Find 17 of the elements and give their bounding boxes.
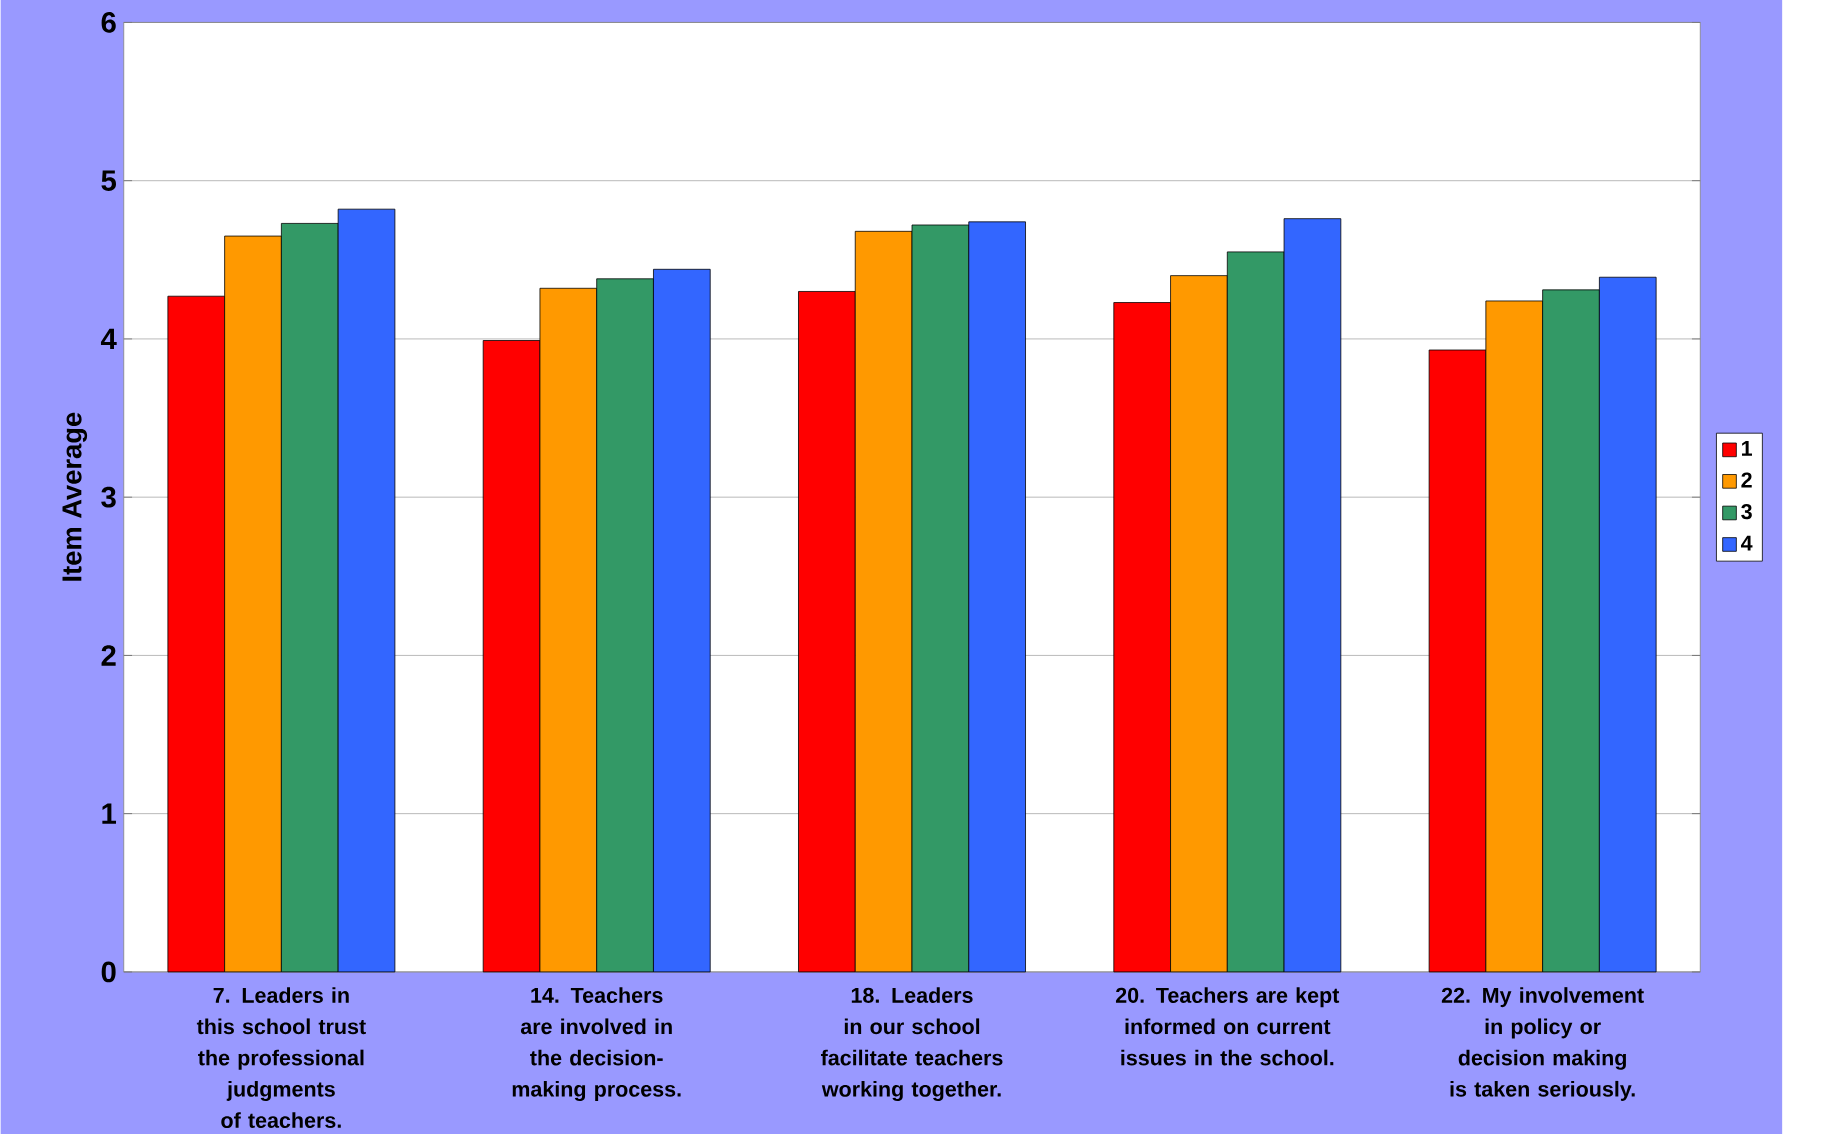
x-tick-label: 22. My involvement in policy or decision making is taken seriously.: [1441, 986, 1644, 1101]
y-tick-label: 4: [100, 328, 117, 349]
x-tick-label: 7. Leaders in this school trust the professional judgments of teachers.: [196, 986, 366, 1128]
y-tick-label: 6: [101, 11, 116, 33]
y-tick-label: 3: [101, 486, 116, 508]
y-tick-label: 1: [102, 803, 117, 824]
legend-label: 4: [1740, 535, 1753, 551]
y-tick-label: 2: [101, 644, 116, 666]
x-tick-label: 14. Teachers are involved in the decision-making process.: [512, 986, 681, 1101]
legend-label: 1: [1742, 440, 1752, 456]
legend-label: 3: [1741, 503, 1752, 520]
x-tick-label: 20. Teachers are kept informed on current issues in the school.: [1115, 986, 1340, 1066]
legend-label: 2: [1741, 472, 1752, 488]
y-tick-label: 5: [101, 170, 117, 191]
y-tick-label: 0: [101, 961, 116, 983]
y-axis-title: Item Average: [62, 412, 88, 581]
x-tick-label: 18. Leaders in our school facilitate teachers working together.: [821, 986, 1003, 1101]
